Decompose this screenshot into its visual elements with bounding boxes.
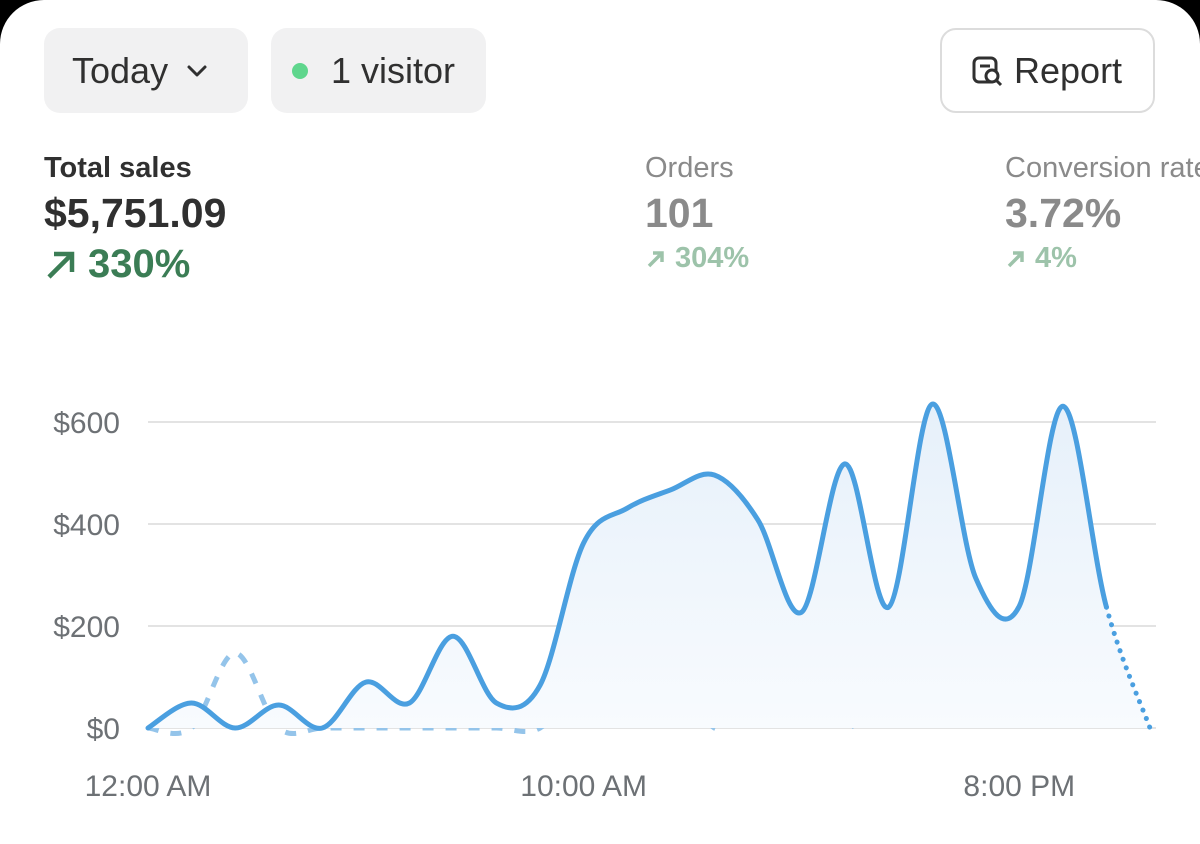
y-tick-label: $600 [53, 407, 120, 440]
live-dot [292, 62, 308, 79]
x-tick-label: 12:00 AM [85, 770, 212, 803]
metric-total-sales[interactable]: Total sales $5,751.09 330% [44, 152, 226, 287]
metric-value: 3.72% [1005, 190, 1122, 236]
metric-value: $5,751.09 [44, 190, 227, 236]
report-label: Report [1014, 49, 1123, 91]
metric-change-value: 304% [675, 242, 750, 274]
metric-change-value: 4% [1035, 242, 1077, 274]
x-tick-label: 10:00 AM [520, 770, 647, 803]
visitors-pill: 1 visitor [271, 28, 486, 113]
metric-orders[interactable]: Orders 101 304% [645, 152, 749, 275]
line-partial [1103, 604, 1153, 731]
metric-change: 4% [1005, 242, 1200, 275]
area-fill [148, 404, 1150, 729]
y-tick-label: $0 [87, 713, 120, 746]
report-icon [972, 56, 1003, 86]
period-label: Today [72, 49, 169, 91]
period-button[interactable]: Today [44, 28, 248, 113]
x-tick-label: 8:00 PM [963, 770, 1075, 803]
visitors-label: 1 visitor [331, 49, 456, 91]
line [145, 401, 1109, 731]
metric-change-value: 330% [88, 242, 191, 286]
metric-change: 330% [44, 242, 226, 287]
metric-label: Conversion rate [1005, 152, 1200, 184]
y-tick-label: $400 [53, 509, 120, 542]
metric-label: Orders [645, 152, 734, 184]
report-button[interactable]: Report [940, 28, 1155, 113]
metric-change: 304% [645, 242, 749, 275]
chevron-icon [187, 65, 207, 76]
y-tick-label: $200 [53, 611, 120, 644]
metric-conversion[interactable]: Conversion rate 3.72% 4% [1005, 152, 1200, 275]
up-arrow [47, 251, 75, 279]
up-arrow [1007, 250, 1024, 267]
up-arrow [647, 250, 664, 267]
metric-value: 101 [645, 190, 714, 236]
metric-label: Total sales [44, 152, 192, 184]
